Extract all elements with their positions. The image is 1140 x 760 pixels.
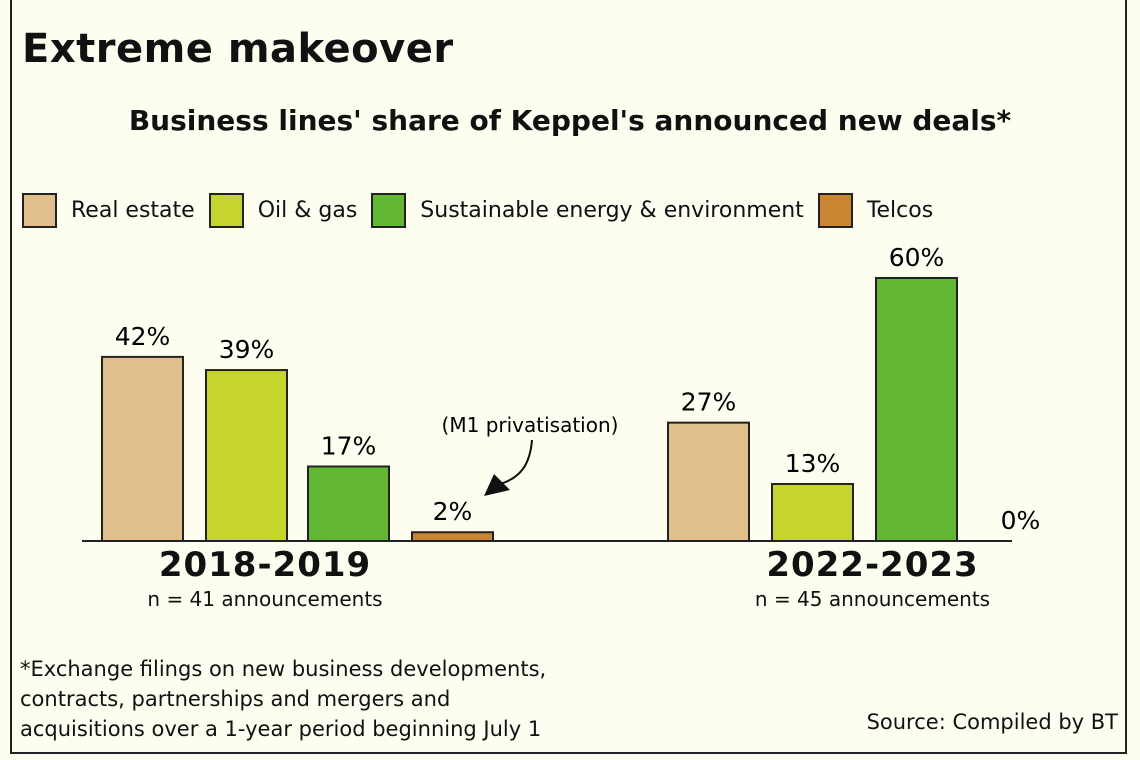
legend-swatch [817,193,853,228]
footnote-line: *Exchange filings on new business develo… [20,657,547,681]
data-label: 13% [785,449,841,478]
source-note: Source: Compiled by BT [866,710,1118,734]
data-label: 60% [889,243,945,272]
data-label: 42% [115,322,171,351]
annotation-arrow [499,439,533,485]
bar [411,531,494,543]
data-label: 2% [433,497,473,526]
legend-item-telcos: Telcos [817,193,934,228]
data-label: 0% [1001,506,1041,535]
annotation-text: (M1 privatisation) [442,413,619,437]
chart-subtitle: Business lines' share of Keppel's announ… [128,104,1012,137]
legend-label: Real estate [71,198,195,223]
legend-swatch [208,193,244,228]
bar [307,465,390,543]
legend-item-real-estate: Real estate [22,193,195,228]
bar [205,369,288,542]
annotation-arrowhead [484,474,510,496]
footnote: *Exchange filings on new business develo… [20,654,546,744]
legend-swatch [371,193,407,228]
group-label-2: 2022-2023 n = 45 announcements [700,545,1045,611]
chart-title: Extreme makeover [22,26,454,72]
n-label: n = 45 announcements [754,587,991,611]
chart-frame [10,0,1127,754]
legend-label: Telcos [866,198,934,223]
footnote-line: acquisitions over a 1-year period beginn… [20,717,542,741]
period-label: 2018-2019 [158,545,372,585]
legend-item-oil-gas: Oil & gas [208,193,358,228]
legend-swatch [22,193,57,228]
bar [101,355,184,542]
bar [875,277,958,542]
period-label: 2022-2023 [766,545,979,585]
bar [771,483,854,542]
data-label: 39% [219,335,275,364]
legend-label: Sustainable energy & environment [420,198,804,223]
legend-item-sustainable: Sustainable energy & environment [371,193,804,228]
n-label: n = 41 announcements [147,587,383,611]
legend: Real estate Oil & gas Sustainable energy… [22,193,947,228]
legend-label: Oil & gas [257,198,358,223]
footnote-line: contracts, partnerships and mergers and [20,687,451,711]
group-label-1: 2018-2019 n = 41 announcements [100,545,430,611]
data-label: 27% [681,388,737,417]
data-label: 17% [321,431,377,460]
bar [667,421,750,542]
